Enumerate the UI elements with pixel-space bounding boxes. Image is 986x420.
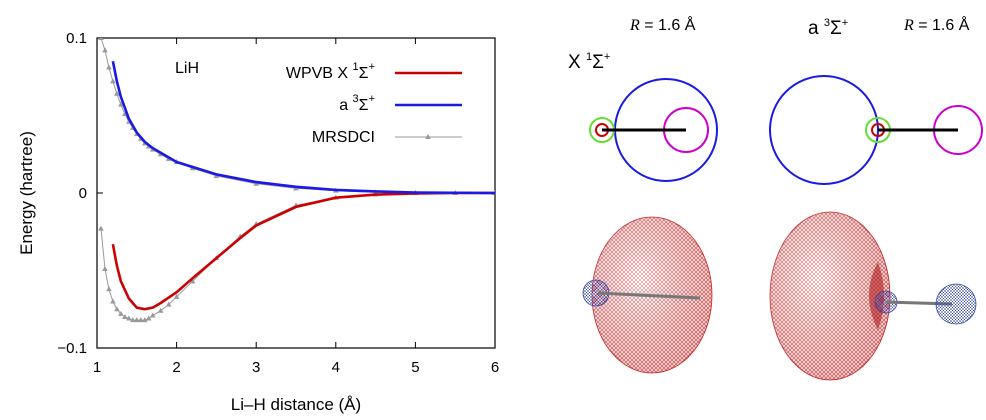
- series-point: [173, 293, 180, 299]
- series-point: [189, 278, 196, 284]
- series-point: [126, 315, 132, 321]
- legend-label: MRSDCI: [312, 129, 375, 146]
- series-point: [137, 317, 144, 323]
- x-tick-label: 3: [252, 359, 260, 376]
- series-point: [98, 38, 104, 40]
- state-label-triplet: a 3Σ+: [808, 17, 848, 39]
- legend-label-part: 1: [353, 61, 359, 73]
- x-tick-label: 2: [172, 359, 180, 376]
- series-point: [157, 307, 164, 313]
- series-layer: [98, 38, 495, 323]
- orbital-panel-triplet: a 3Σ+ R = 1.6 Å: [769, 15, 983, 185]
- series-line-3: [100, 38, 495, 194]
- x-tick-label: 6: [491, 359, 499, 376]
- series-point: [114, 306, 120, 312]
- series-point: [141, 317, 148, 323]
- legend-label-part: WPVB X: [286, 65, 353, 82]
- density-mesh-singlet: [582, 216, 713, 374]
- legend-marker: [425, 134, 431, 139]
- series-line-1: [111, 61, 495, 195]
- tick-labels: 1 2 3 4 5 6 0.1 0 −0.1: [57, 30, 499, 376]
- li-density-shade-triplet: [770, 212, 890, 380]
- legend-label-part: +: [369, 93, 375, 105]
- orbital-panel-singlet: X 1Σ+ R = 1.6 Å: [568, 15, 718, 182]
- legend-label: a 3Σ+: [339, 93, 375, 114]
- legend: WPVB X 1Σ+a 3Σ+MRSDCI: [286, 61, 462, 146]
- legend-label-part: a: [339, 97, 352, 114]
- legend-label-part: MRSDCI: [312, 129, 375, 146]
- x-tick-label: 5: [411, 359, 419, 376]
- legend-label-part: 3: [353, 93, 359, 105]
- legend-label-part: Σ: [359, 65, 369, 82]
- series-line-2: [100, 192, 495, 321]
- bond-length-triplet: R = 1.6 Å: [903, 15, 970, 34]
- series-point: [98, 225, 104, 231]
- series-line-0: [111, 191, 495, 311]
- y-axis-label: Energy (hartree): [17, 131, 36, 255]
- annotation-lih: LiH: [175, 60, 199, 77]
- series-point: [102, 265, 108, 271]
- y-tick-label: 0.1: [66, 30, 87, 47]
- series-point: [130, 317, 136, 323]
- big-orbital-triplet: [769, 75, 879, 185]
- x-axis-label: Li–H distance (Å): [231, 395, 361, 414]
- series-point: [114, 90, 120, 96]
- legend-label-part: Σ: [359, 97, 369, 114]
- legend-label: WPVB X 1Σ+: [286, 61, 375, 82]
- series-point: [122, 314, 128, 319]
- series-point: [106, 64, 112, 70]
- bond-rod-singlet: [597, 291, 701, 300]
- series-point: [110, 78, 116, 84]
- series-point: [145, 315, 152, 321]
- h-density-triplet: [935, 283, 977, 325]
- series-point: [102, 47, 108, 53]
- series-point: [118, 310, 124, 316]
- energy-chart: 1 2 3 4 5 60.10−0.1 LiH WPVB X 1Σ+a 3Σ+MRSDCI…: [17, 30, 499, 414]
- series-point: [106, 286, 112, 292]
- series-point: [149, 312, 156, 318]
- state-label-singlet: X 1Σ+: [568, 51, 610, 73]
- series-point: [165, 301, 172, 307]
- x-tick-label: 1: [93, 359, 101, 376]
- x-tick-label: 4: [332, 359, 340, 376]
- y-tick-label: 0: [79, 185, 87, 202]
- density-mesh-triplet: [769, 211, 977, 381]
- bond-length-singlet: R = 1.6 Å: [629, 15, 696, 34]
- legend-label-part: +: [369, 61, 375, 73]
- series-point: [134, 317, 140, 323]
- y-tick-label: −0.1: [57, 340, 87, 357]
- series-point: [110, 298, 116, 304]
- series-point: [118, 101, 124, 107]
